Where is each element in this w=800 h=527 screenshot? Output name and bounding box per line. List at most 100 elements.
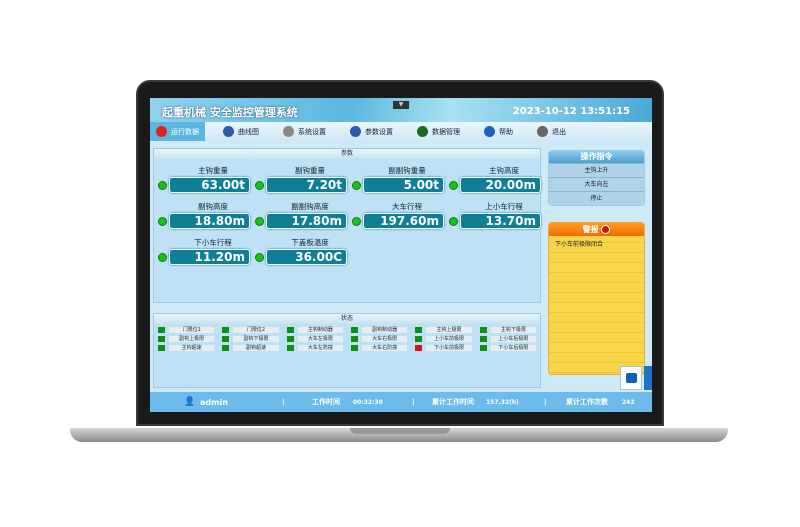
close-icon bbox=[537, 126, 548, 137]
status-item: 门限位1 bbox=[158, 327, 215, 333]
nav-tab-label: 参数设置 bbox=[365, 127, 393, 136]
nav-tab-5[interactable]: 帮助 bbox=[478, 122, 519, 141]
param-card: 副钩重量 7.20t bbox=[255, 165, 347, 193]
param-value: 11.20m bbox=[169, 249, 250, 265]
status-label: 副钩下极限 bbox=[233, 336, 279, 342]
status-label: 大车左防撞 bbox=[297, 345, 343, 351]
side-strip[interactable] bbox=[644, 366, 652, 390]
param-value: 18.80m bbox=[169, 213, 250, 229]
alarm-item: 下小车前极限闭合 bbox=[555, 241, 604, 248]
status-item: 上小车后极限 bbox=[479, 336, 536, 342]
param-label: 副钩重量 bbox=[295, 166, 325, 175]
nav-tab-4[interactable]: 数据管理 bbox=[411, 122, 466, 141]
status-light-icon bbox=[350, 336, 358, 342]
monitor-icon bbox=[350, 126, 361, 137]
status-light-icon bbox=[479, 336, 487, 342]
status-label: 副钩制动器 bbox=[361, 327, 408, 333]
param-label: 主钩重量 bbox=[198, 166, 228, 175]
status-light-icon bbox=[158, 336, 165, 342]
status-item: 门限位2 bbox=[222, 327, 279, 333]
nav-tab-0[interactable]: 运行数据 bbox=[150, 122, 205, 141]
total-time: 157.32(h) bbox=[486, 398, 519, 406]
app-title: 起重机械 安全监控管理系统 bbox=[162, 106, 298, 119]
status-item: 副钩超速 bbox=[222, 345, 279, 351]
status-indicator-icon bbox=[352, 216, 361, 226]
param-card: 下小车行程 11.20m bbox=[158, 237, 250, 265]
status-title: 状态 bbox=[154, 314, 540, 324]
status-panel: 状态 门限位1 门限位2 主钩制动器 副钩制动器 主钩上极限 主钩下极限 副钩上极限 副钩下极… bbox=[153, 313, 541, 388]
status-item: 主钩制动器 bbox=[286, 327, 343, 333]
operations-panel: 操作指令 主钩上升 大车向左 停止 bbox=[548, 150, 645, 206]
status-label: 主钩制动器 bbox=[297, 327, 343, 333]
param-card: 主钩重量 63.00t bbox=[158, 165, 250, 193]
help-icon bbox=[484, 126, 495, 137]
user-icon: 👤 bbox=[184, 397, 196, 407]
count-label: 累计工作次数 bbox=[566, 398, 608, 406]
status-item: 副钩制动器 bbox=[350, 327, 408, 333]
status-light-icon bbox=[158, 345, 165, 351]
status-item: 大车右极限 bbox=[350, 336, 408, 342]
operation-button[interactable]: 大车向左 bbox=[549, 177, 644, 191]
nav-tab-2[interactable]: 系统设置 bbox=[277, 122, 332, 141]
param-label: 副副钩高度 bbox=[291, 202, 329, 211]
header: 起重机械 安全监控管理系统 ▼ 2023-10-12 13:51:15 bbox=[150, 98, 652, 122]
status-light-icon bbox=[222, 327, 230, 333]
nav-tab-label: 系统设置 bbox=[298, 127, 326, 136]
param-value: 63.00t bbox=[169, 177, 250, 193]
work-time: 00:32:30 bbox=[353, 398, 383, 406]
status-label: 下小车前极限 bbox=[426, 345, 472, 351]
status-indicator-icon bbox=[255, 252, 264, 262]
params-title: 参数 bbox=[154, 149, 540, 159]
status-light-icon bbox=[158, 327, 165, 333]
main-nav: 运行数据 曲线图 系统设置 参数设置 数据管理 帮助 退出 bbox=[150, 122, 652, 141]
status-indicator-icon bbox=[449, 216, 458, 226]
status-item: 副钩上极限 bbox=[158, 336, 215, 342]
alarm-badge-icon bbox=[601, 225, 611, 234]
param-card: 副钩高度 18.80m bbox=[158, 201, 250, 229]
status-light-icon bbox=[415, 345, 423, 351]
chevron-down-icon[interactable]: ▼ bbox=[393, 101, 409, 109]
operation-button[interactable]: 停止 bbox=[549, 191, 644, 205]
laptop-notch bbox=[350, 428, 450, 434]
nav-tab-label: 数据管理 bbox=[432, 127, 460, 136]
status-light-icon bbox=[286, 336, 294, 342]
status-label: 大车右极限 bbox=[361, 336, 408, 342]
nav-tab-label: 曲线图 bbox=[238, 127, 259, 136]
work-time-label: 工作时间 bbox=[312, 398, 340, 406]
param-label: 主钩高度 bbox=[489, 166, 519, 175]
status-label: 主钩超速 bbox=[169, 345, 215, 351]
status-light-icon bbox=[415, 327, 423, 333]
data-screen-icon bbox=[417, 126, 428, 137]
status-indicator-icon bbox=[255, 180, 264, 190]
datetime: 2023-10-12 13:51:15 bbox=[512, 106, 630, 117]
nav-tab-3[interactable]: 参数设置 bbox=[344, 122, 399, 141]
status-light-icon bbox=[350, 345, 358, 351]
operations-title: 操作指令 bbox=[549, 151, 644, 163]
status-label: 门限位1 bbox=[169, 327, 215, 333]
alarm-panel: 警报 下小车前极限闭合 bbox=[548, 222, 645, 375]
status-label: 上小车前极限 bbox=[426, 336, 472, 342]
operation-button[interactable]: 主钩上升 bbox=[549, 163, 644, 177]
param-card: 上小车行程 13.70m bbox=[449, 201, 541, 229]
param-card: 副副钩高度 17.80m bbox=[255, 201, 347, 229]
status-light-icon bbox=[286, 327, 294, 333]
app-screen: 起重机械 安全监控管理系统 ▼ 2023-10-12 13:51:15 运行数据… bbox=[150, 98, 652, 412]
chat-icon bbox=[626, 373, 637, 383]
record-icon bbox=[156, 126, 167, 137]
status-item: 大车左防撞 bbox=[286, 345, 343, 351]
nav-tab-6[interactable]: 退出 bbox=[531, 122, 572, 141]
status-label: 下小车后极限 bbox=[490, 345, 536, 351]
gear-icon bbox=[283, 126, 294, 137]
param-value: 197.60m bbox=[363, 213, 444, 229]
param-value: 20.00m bbox=[460, 177, 541, 193]
param-value: 13.70m bbox=[460, 213, 541, 229]
nav-tab-1[interactable]: 曲线图 bbox=[217, 122, 265, 141]
param-label: 副钩高度 bbox=[198, 202, 228, 211]
status-item: 主钩下极限 bbox=[479, 327, 536, 333]
status-label: 上小车后极限 bbox=[490, 336, 536, 342]
status-label: 大车左极限 bbox=[297, 336, 343, 342]
status-light-icon bbox=[479, 327, 487, 333]
status-indicator-icon bbox=[158, 180, 167, 190]
side-chat-button[interactable] bbox=[620, 366, 642, 390]
nav-tab-label: 帮助 bbox=[499, 127, 513, 136]
